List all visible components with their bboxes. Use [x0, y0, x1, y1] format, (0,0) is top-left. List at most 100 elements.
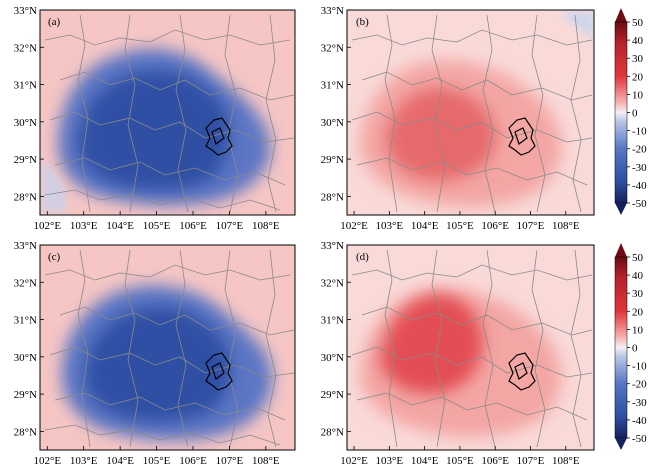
colorbar-top-tick-label: -10 [632, 126, 647, 138]
panel-a-blue-core [77, 70, 230, 191]
panel-c-lon-label: 107°E [216, 455, 244, 467]
panel-d-lon-label: 105°E [446, 455, 474, 467]
panel-d-lat-label: 29°N [321, 389, 344, 401]
panel-c-lat-label: 31°N [14, 315, 37, 327]
panel-a-frame [39, 9, 296, 216]
panel-d-lat-label: 30°N [321, 352, 344, 364]
panel-b-lon-label: 104°E [411, 220, 439, 232]
colorbar-top-tick-label: -30 [632, 162, 647, 174]
panel-b-lon-label: 102°E [340, 220, 368, 232]
panel-d: (d) [346, 244, 595, 451]
colorbar-top-tick-label: -20 [632, 144, 647, 156]
panel-d-lat-label: 28°N [321, 426, 344, 438]
colorbar-top-tick-label: 20 [632, 71, 644, 83]
colorbar-bottom-tick-label: -30 [632, 397, 647, 409]
colorbar-top-tick-label: 50 [632, 17, 644, 29]
panel-a-light-patch [42, 160, 66, 212]
colorbar-bottom-tick-label: -40 [632, 415, 647, 427]
panel-a-lat-label: 29°N [14, 154, 37, 166]
panel-d-frame [346, 244, 595, 451]
panel-b-lat-label: 30°N [321, 117, 344, 129]
panel-d-lat-label: 32°N [321, 277, 344, 289]
colorbar-bottom-tick-label: -10 [632, 361, 647, 373]
panel-d-lon-label: 107°E [517, 455, 545, 467]
colorbar-top-arrow-down [615, 203, 627, 215]
colorbar-top-tick-label: 40 [632, 35, 644, 47]
panel-c-frame [39, 244, 296, 451]
panel-b-boundaries [351, 14, 593, 213]
panel-c: (c) [39, 244, 296, 451]
colorbar-top-tick-label: 30 [632, 53, 644, 65]
panel-d-label: (d) [356, 251, 369, 263]
panel-a-lon-label: 107°E [216, 220, 244, 232]
panel-a-city-outline [205, 117, 233, 156]
panel-a-lon-label: 102°E [33, 220, 61, 232]
panel-d-lat-label: 31°N [321, 315, 344, 327]
colorbar-top-tick-label: 0 [632, 108, 638, 120]
colorbar-top-arrow-up [615, 8, 627, 22]
colorbar-bottom-tick-label: -50 [632, 433, 647, 445]
panel-b-lon-label: 107°E [517, 220, 545, 232]
colorbar-top: 50 40 30 20 10 0 -10 -20 -30 -40 -50 [614, 8, 647, 215]
colorbar-bottom-arrow-down [615, 438, 627, 450]
panel-d-lon-label: 106°E [481, 455, 509, 467]
panel-b-corner-blue [560, 12, 594, 40]
panel-c-lat-label: 33°N [14, 240, 37, 252]
panel-b-red-core [385, 87, 496, 181]
panel-b-lat-label: 32°N [321, 42, 344, 54]
colorbar-top-tick-label: 10 [632, 89, 644, 101]
panel-a-lat-label: 28°N [14, 191, 37, 203]
panel-b-lat-label: 31°N [321, 80, 344, 92]
panel-a-boundaries [44, 14, 295, 213]
panel-c-label: (c) [48, 251, 61, 263]
panel-d-lon-label: 104°E [411, 455, 439, 467]
panel-c-boundaries [44, 249, 295, 448]
panel-a-lat-label: 31°N [14, 80, 37, 92]
panel-a-label: (a) [48, 16, 61, 28]
panel-a-lat-label: 30°N [14, 117, 37, 129]
panel-c-lat-label: 32°N [14, 277, 37, 289]
colorbar-bottom: 50 40 30 20 10 0 -10 -20 -30 -40 -50 [614, 243, 647, 450]
panel-a-lon-label: 103°E [70, 220, 98, 232]
panel-a-lat-label: 33°N [14, 5, 37, 17]
panel-d-lon-label: 102°E [340, 455, 368, 467]
colorbar-top-bar [614, 21, 628, 204]
panel-c-lat-label: 28°N [14, 426, 37, 438]
panel-c-lon-label: 103°E [70, 455, 98, 467]
panel-b-lon-label: 106°E [481, 220, 509, 232]
panel-b-lon-label: 103°E [376, 220, 404, 232]
colorbar-top-tick-label: -40 [632, 180, 647, 192]
panel-a-lon-label: 108°E [252, 220, 280, 232]
panel-b-city-outline [508, 117, 536, 156]
panel-c-lon-label: 106°E [179, 455, 207, 467]
panel-a-lon-label: 105°E [143, 220, 171, 232]
panel-d-boundaries [351, 249, 593, 448]
panel-a-lat-label: 32°N [14, 42, 37, 54]
panel-b-lon-label: 108°E [552, 220, 580, 232]
panel-a-lon-label: 104°E [106, 220, 134, 232]
panel-c-lat-label: 29°N [14, 389, 37, 401]
panel-b: (b) [346, 9, 595, 216]
panel-d-city-outline [508, 352, 536, 391]
panel-c-lat-label: 30°N [14, 352, 37, 364]
panel-a: (a) [39, 9, 296, 216]
panel-c-city-outline [205, 352, 233, 391]
panel-d-lat-label: 33°N [321, 240, 344, 252]
panel-a-lon-label: 106°E [179, 220, 207, 232]
colorbar-bottom-tick-label: -20 [632, 379, 647, 391]
colorbar-bottom-bar [614, 256, 628, 439]
panel-b-lat-label: 29°N [321, 154, 344, 166]
panel-d-lon-label: 108°E [552, 455, 580, 467]
panel-b-lat-label: 28°N [321, 191, 344, 203]
panel-b-lon-label: 105°E [446, 220, 474, 232]
colorbar-bottom-tick-label: 0 [632, 343, 638, 355]
colorbar-bottom-tick-label: 20 [632, 306, 644, 318]
colorbar-bottom-tick-label: 40 [632, 270, 644, 282]
colorbar-bottom-arrow-up [615, 243, 627, 257]
colorbar-bottom-tick-label: 10 [632, 324, 644, 336]
panel-c-lon-label: 104°E [106, 455, 134, 467]
panel-c-lon-label: 105°E [143, 455, 171, 467]
colorbar-top-tick-label: -50 [632, 198, 647, 210]
panel-d-red-core [380, 294, 483, 394]
